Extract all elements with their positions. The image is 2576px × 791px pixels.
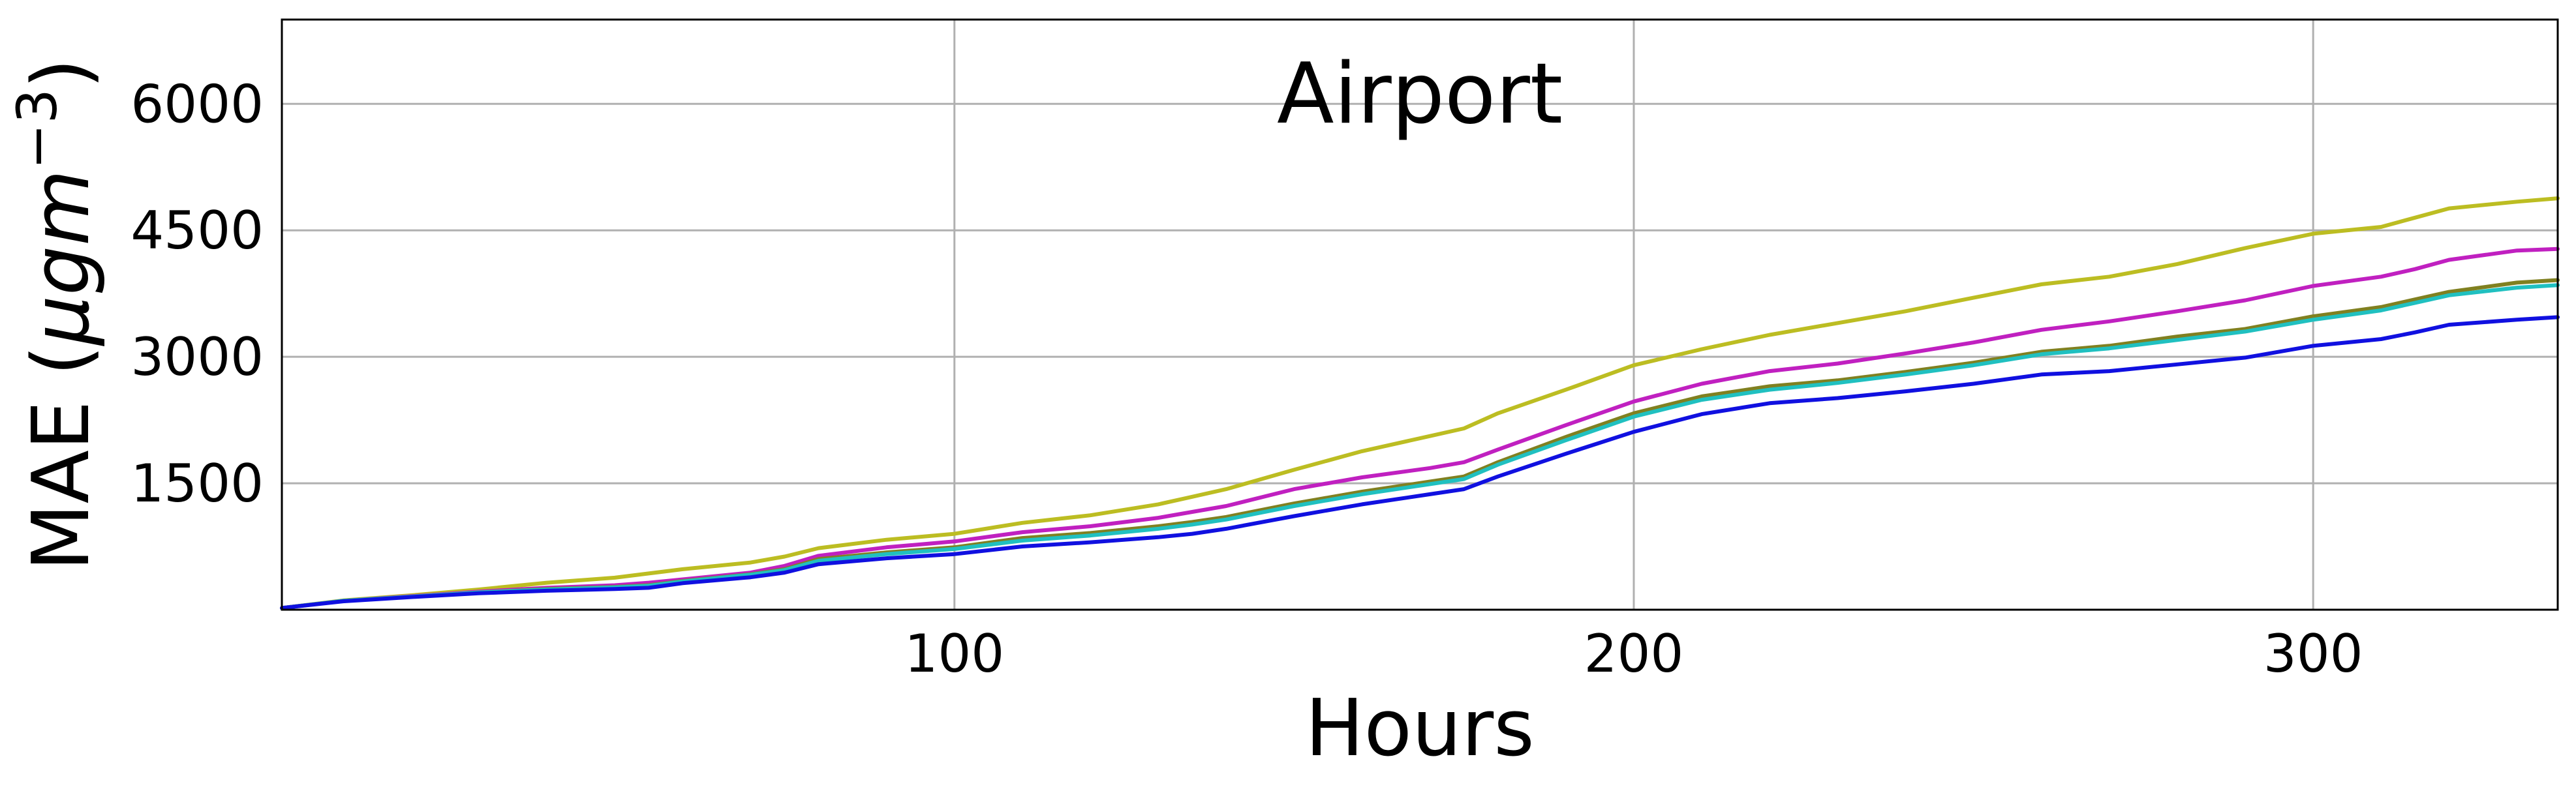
x-tick-label: 200 [1584, 623, 1684, 684]
series-line-1 [280, 196, 2560, 610]
y-tick-label: 3000 [130, 327, 264, 387]
y-axis-title-superscript: −3 [5, 89, 69, 170]
chart-title: Airport [1277, 46, 1563, 143]
y-axis-title: MAE (μgm−3) [5, 58, 107, 571]
plot-frame [281, 18, 2559, 611]
series-line-2 [280, 246, 2560, 610]
series-group [280, 196, 2560, 610]
y-tick-label: 6000 [130, 74, 264, 134]
x-tick-label: 300 [2263, 623, 2363, 684]
series-line-5 [280, 315, 2560, 610]
y-tick-label: 1500 [130, 453, 264, 514]
y-axis-title-main: MAE ( [16, 345, 107, 571]
tick-labels: 100 200 300 1500 3000 4500 6000 [130, 74, 2363, 684]
y-axis-title-g: g [16, 246, 107, 295]
y-axis-title-close: ) [16, 58, 107, 89]
x-axis-title: Hours [1305, 683, 1535, 774]
y-axis-title-m: m [16, 170, 107, 246]
y-tick-label: 4500 [130, 200, 264, 261]
x-tick-label: 100 [904, 623, 1004, 684]
y-axis-title-mu: μ [16, 295, 107, 346]
